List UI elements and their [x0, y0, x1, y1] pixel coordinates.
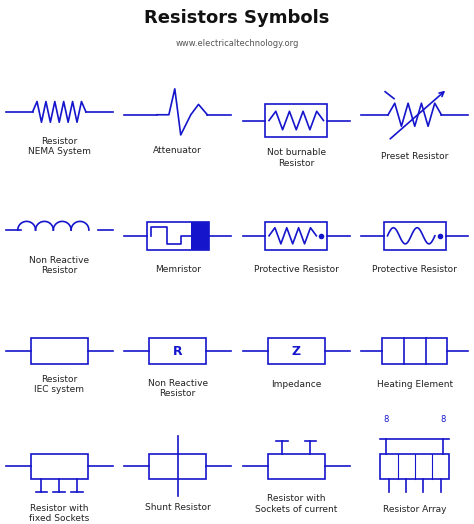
Text: Heating Element: Heating Element [377, 380, 453, 389]
Bar [265, 222, 327, 249]
Bar [31, 454, 88, 479]
Bar [31, 339, 88, 364]
Text: Resistor
NEMA System: Resistor NEMA System [28, 137, 91, 156]
Text: Non Reactive
Resistor: Non Reactive Resistor [148, 379, 208, 398]
Text: Resistors Symbols: Resistors Symbols [144, 9, 330, 27]
Bar [265, 104, 327, 137]
Bar [191, 222, 209, 249]
Text: Resistor Array: Resistor Array [383, 505, 447, 514]
Text: Resistor
IEC system: Resistor IEC system [34, 375, 84, 394]
Text: Resistor with
fixed Sockets: Resistor with fixed Sockets [29, 504, 90, 523]
Bar [149, 454, 206, 479]
Text: 8: 8 [383, 414, 389, 423]
Bar [382, 339, 447, 364]
Bar [384, 222, 446, 249]
Text: Preset Resistor: Preset Resistor [381, 152, 448, 161]
Text: Non Reactive
Resistor: Non Reactive Resistor [29, 256, 89, 276]
Text: www.electricaltechnology.org: www.electricaltechnology.org [175, 39, 299, 48]
Bar [147, 222, 209, 249]
Text: Memristor: Memristor [155, 265, 201, 274]
Text: Attenuator: Attenuator [154, 146, 202, 155]
Text: 8: 8 [440, 414, 446, 423]
Bar [149, 339, 206, 364]
Text: Shunt Resistor: Shunt Resistor [145, 504, 210, 512]
Text: Not burnable
Resistor: Not burnable Resistor [267, 148, 326, 168]
Text: Protective Resistor: Protective Resistor [372, 265, 457, 274]
Text: R: R [173, 345, 182, 357]
Bar [380, 454, 449, 479]
Text: Protective Resistor: Protective Resistor [254, 265, 339, 274]
Text: Resistor with
Sockets of current: Resistor with Sockets of current [255, 494, 337, 514]
Text: Z: Z [292, 345, 301, 357]
Text: Impedance: Impedance [271, 380, 321, 389]
Bar [268, 454, 325, 479]
Bar [268, 339, 325, 364]
